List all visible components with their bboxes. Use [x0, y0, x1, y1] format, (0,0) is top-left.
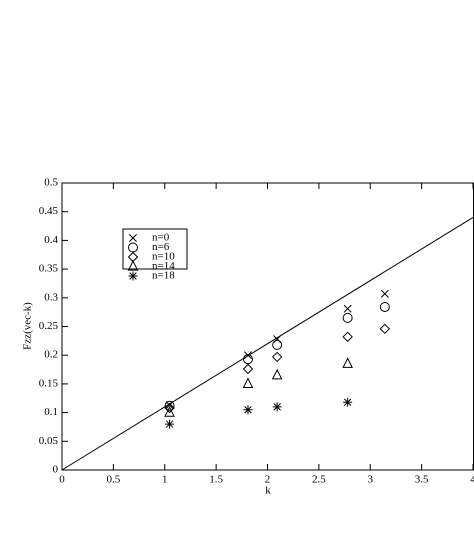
- marker: [272, 402, 282, 412]
- y-tick-label: 0.2: [44, 349, 58, 361]
- legend-label: n=10: [152, 251, 175, 263]
- x-tick-label: 3.5: [415, 474, 429, 486]
- x-tick-label: 0: [59, 474, 65, 486]
- x-tick-label: 1.5: [209, 474, 223, 486]
- y-tick-label: 0.3: [44, 291, 58, 303]
- y-tick-label: 0.45: [39, 205, 59, 217]
- x-tick-label: 2: [265, 474, 271, 486]
- marker: [165, 419, 175, 429]
- marker: [129, 234, 137, 242]
- y-tick-label: 0.5: [44, 177, 58, 189]
- legend-label: n=18: [152, 270, 175, 282]
- marker: [343, 304, 352, 313]
- marker: [342, 331, 353, 343]
- y-tick-label: 0.35: [39, 263, 59, 275]
- marker: [164, 402, 175, 414]
- y-tick-label: 0.15: [39, 377, 59, 389]
- legend-label: n=6: [152, 241, 170, 253]
- x-tick-label: 1: [162, 474, 168, 486]
- x-tick-label: 2.5: [312, 474, 326, 486]
- marker: [343, 397, 353, 407]
- y-tick-label: 0.4: [44, 234, 58, 246]
- y-tick-label: 0.25: [39, 320, 59, 332]
- y-axis-label: Fzz(vec-k): [22, 302, 34, 350]
- x-tick-label: 4: [470, 474, 474, 486]
- y-tick-label: 0.1: [44, 406, 58, 418]
- y-tick-label: 0: [53, 464, 59, 476]
- x-axis-label: k: [265, 485, 271, 497]
- marker: [342, 312, 353, 323]
- marker: [128, 271, 138, 281]
- marker: [243, 405, 253, 415]
- y-tick-label: 0.05: [39, 435, 59, 447]
- marker: [272, 339, 283, 350]
- line: [61, 217, 474, 471]
- marker: [164, 400, 175, 411]
- marker: [380, 289, 389, 298]
- legend-label: n=0: [152, 232, 170, 244]
- marker: [379, 301, 390, 312]
- marker: [271, 351, 283, 363]
- marker: [379, 323, 391, 335]
- marker: [271, 368, 283, 380]
- x-tick-label: 0.5: [107, 474, 121, 486]
- marker: [164, 406, 175, 417]
- marker: [127, 259, 139, 271]
- marker: [242, 363, 254, 375]
- marker: [242, 354, 253, 365]
- legend-label: n=14: [152, 260, 175, 272]
- plot-frame: [61, 182, 474, 471]
- x-tick-label: 3: [368, 474, 374, 486]
- marker: [242, 377, 254, 388]
- marker: [342, 357, 353, 368]
